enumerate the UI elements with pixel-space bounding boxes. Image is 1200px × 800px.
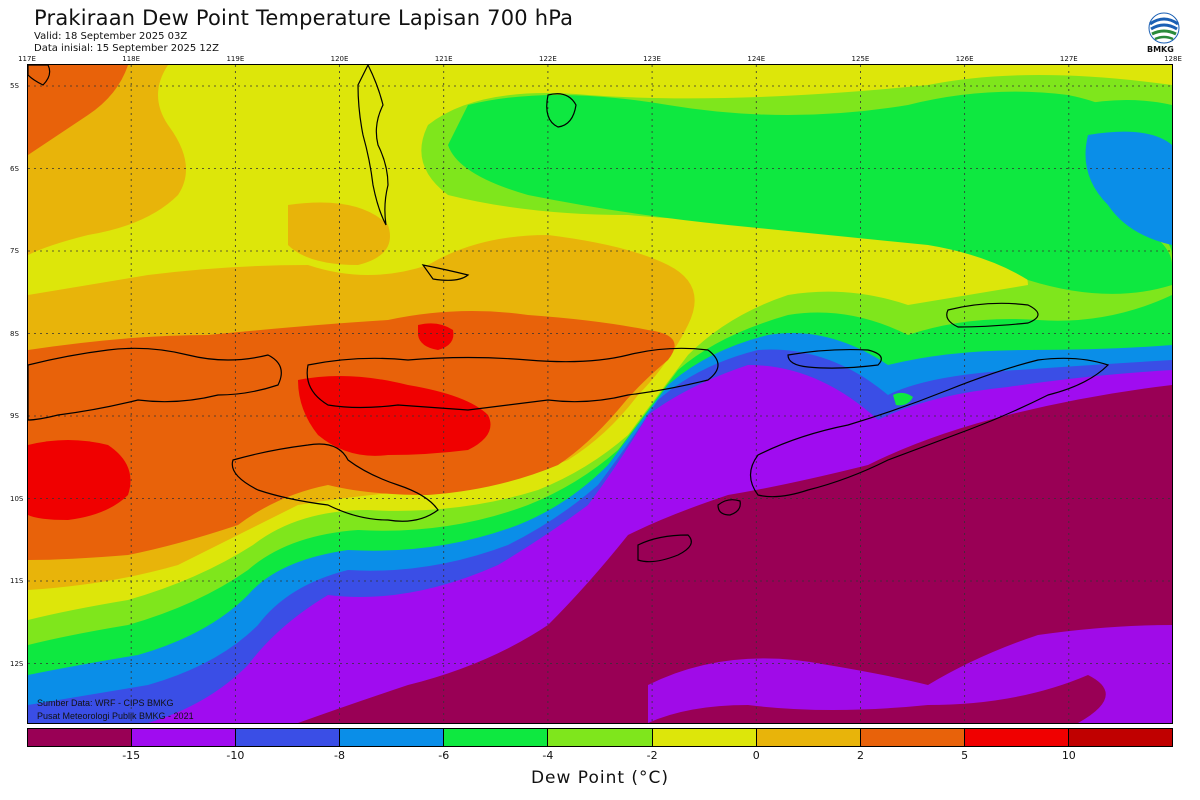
field-light-blue-north [1085,131,1172,245]
valid-time: Valid: 18 September 2025 03Z [34,31,188,42]
colorbar-tick-label: -10 [226,749,245,762]
island-selayar [421,264,470,281]
colorbar-segment [444,729,549,746]
bmkg-logo-text: BMKG [1147,45,1174,54]
colorbar-segment [236,729,341,746]
lat-label: 5S [10,82,19,90]
island-timor [749,357,1110,498]
colorbar-segment [652,729,757,746]
colorbar-tick-label: 0 [752,749,760,762]
island-sulawesi [357,65,389,226]
lat-label: 11S [10,577,24,585]
lon-label: 117E [18,55,36,63]
lon-label: 122E [539,55,557,63]
lon-label: 124E [747,55,766,63]
lat-label: 10S [10,494,24,503]
lon-label: 123E [643,55,661,63]
colorbar-segment [964,729,1069,746]
lat-label: 12S [10,659,24,668]
colorbar-tick-label: 10 [1061,749,1076,762]
colorbar [27,728,1173,747]
lon-label: 118E [122,55,141,63]
colorbar-segment [132,729,237,746]
colorbar-segment [548,729,653,746]
lon-label: 126E [955,55,974,63]
field-blue-patch [893,392,913,406]
island-wetar [946,302,1039,328]
lon-label: 127E [1059,55,1078,63]
colorbar-tick-label: -6 [438,749,450,762]
field-very-dry-south [648,625,1172,723]
lon-label: 120E [330,55,349,63]
colorbar-segment [756,729,861,746]
island-alor [787,348,882,369]
org-credit: Pusat Meteorologi Publik BMKG - 2021 [37,711,194,721]
colorbar-tick-label: 2 [856,749,864,762]
initial-time: Data inisial: 15 September 2025 12Z [34,43,219,54]
lat-label: 8S [10,329,19,338]
island-flores [306,347,719,411]
lon-label: 125E [851,55,870,63]
field-green-north [448,91,1172,294]
island-sumbawa [28,347,282,421]
colorbar-tick-label: -2 [646,749,658,762]
lon-label: 119E [226,55,245,63]
field-orange [28,65,128,155]
colorbar-segment [1068,729,1173,746]
colorbar-tick-label: -15 [122,749,141,762]
colorbar-segment [28,729,133,746]
colorbar-unit-label: Dew Point (°C) [530,768,670,788]
colorbar-tick-label: -4 [542,749,554,762]
lon-label: 121E [434,55,453,63]
lat-label: 9S [10,412,19,420]
coastlines [28,65,1110,563]
map-title: Prakiraan Dew Point Temperature Lapisan … [34,6,574,30]
colorbar-tick-label: -8 [334,749,346,762]
bmkg-logo-icon [1144,10,1184,56]
source-credit: Sumber Data: WRF - CIPS BMKG [37,698,174,708]
colorbar-segment [860,729,965,746]
island-sawu [637,534,692,563]
lon-label: 128E [1164,55,1182,63]
field-red-3 [418,323,454,350]
lat-label: 6S [10,164,19,173]
island-rote [717,499,741,516]
field-red [28,440,131,520]
field-gold-3 [288,202,390,265]
island-sumba [231,443,439,522]
lat-label: 7S [10,247,19,255]
island-kalimantan-tip [28,65,51,86]
colorbar-segment [340,729,445,746]
dewpoint-map [27,64,1173,724]
island-buton [546,93,577,128]
colorbar-tick-label: 5 [961,749,969,762]
